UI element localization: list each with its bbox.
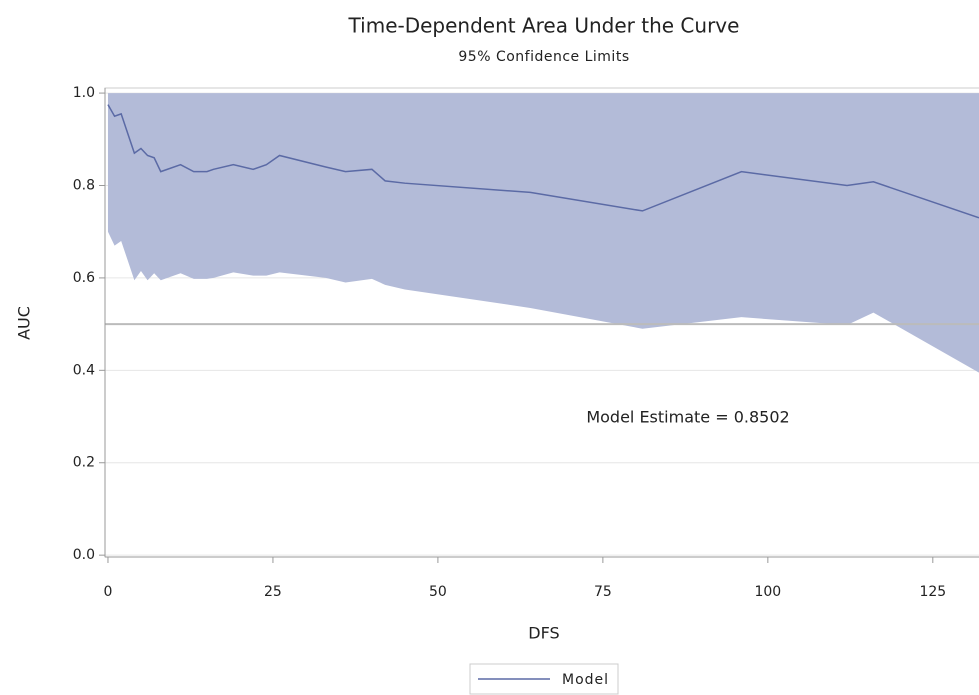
y-tick-label: 0.4	[73, 362, 95, 378]
annotation: Model Estimate = 0.8502	[586, 408, 789, 427]
series-line	[107, 104, 979, 219]
y-tick-label: 0.8	[73, 177, 95, 193]
y-tick-label: 0.0	[73, 547, 95, 563]
x-tick-label: 125	[919, 584, 946, 600]
x-tick-label: 100	[754, 584, 781, 600]
y-axis-label: AUC	[15, 306, 34, 340]
y-tick-label: 0.2	[73, 455, 95, 471]
confidence-band	[107, 93, 979, 373]
y-tick-label: 1.0	[73, 85, 95, 101]
legend-label: Model	[562, 672, 609, 688]
x-tick-label: 0	[104, 584, 113, 600]
x-tick-label: 75	[594, 584, 612, 600]
x-tick-label: 50	[429, 584, 447, 600]
x-axis-label: DFS	[528, 624, 559, 643]
chart-subtitle: 95% Confidence Limits	[458, 49, 629, 65]
chart-title: Time-Dependent Area Under the Curve	[348, 14, 740, 38]
y-tick-label: 0.6	[73, 270, 95, 286]
x-tick-label: 25	[264, 584, 282, 600]
